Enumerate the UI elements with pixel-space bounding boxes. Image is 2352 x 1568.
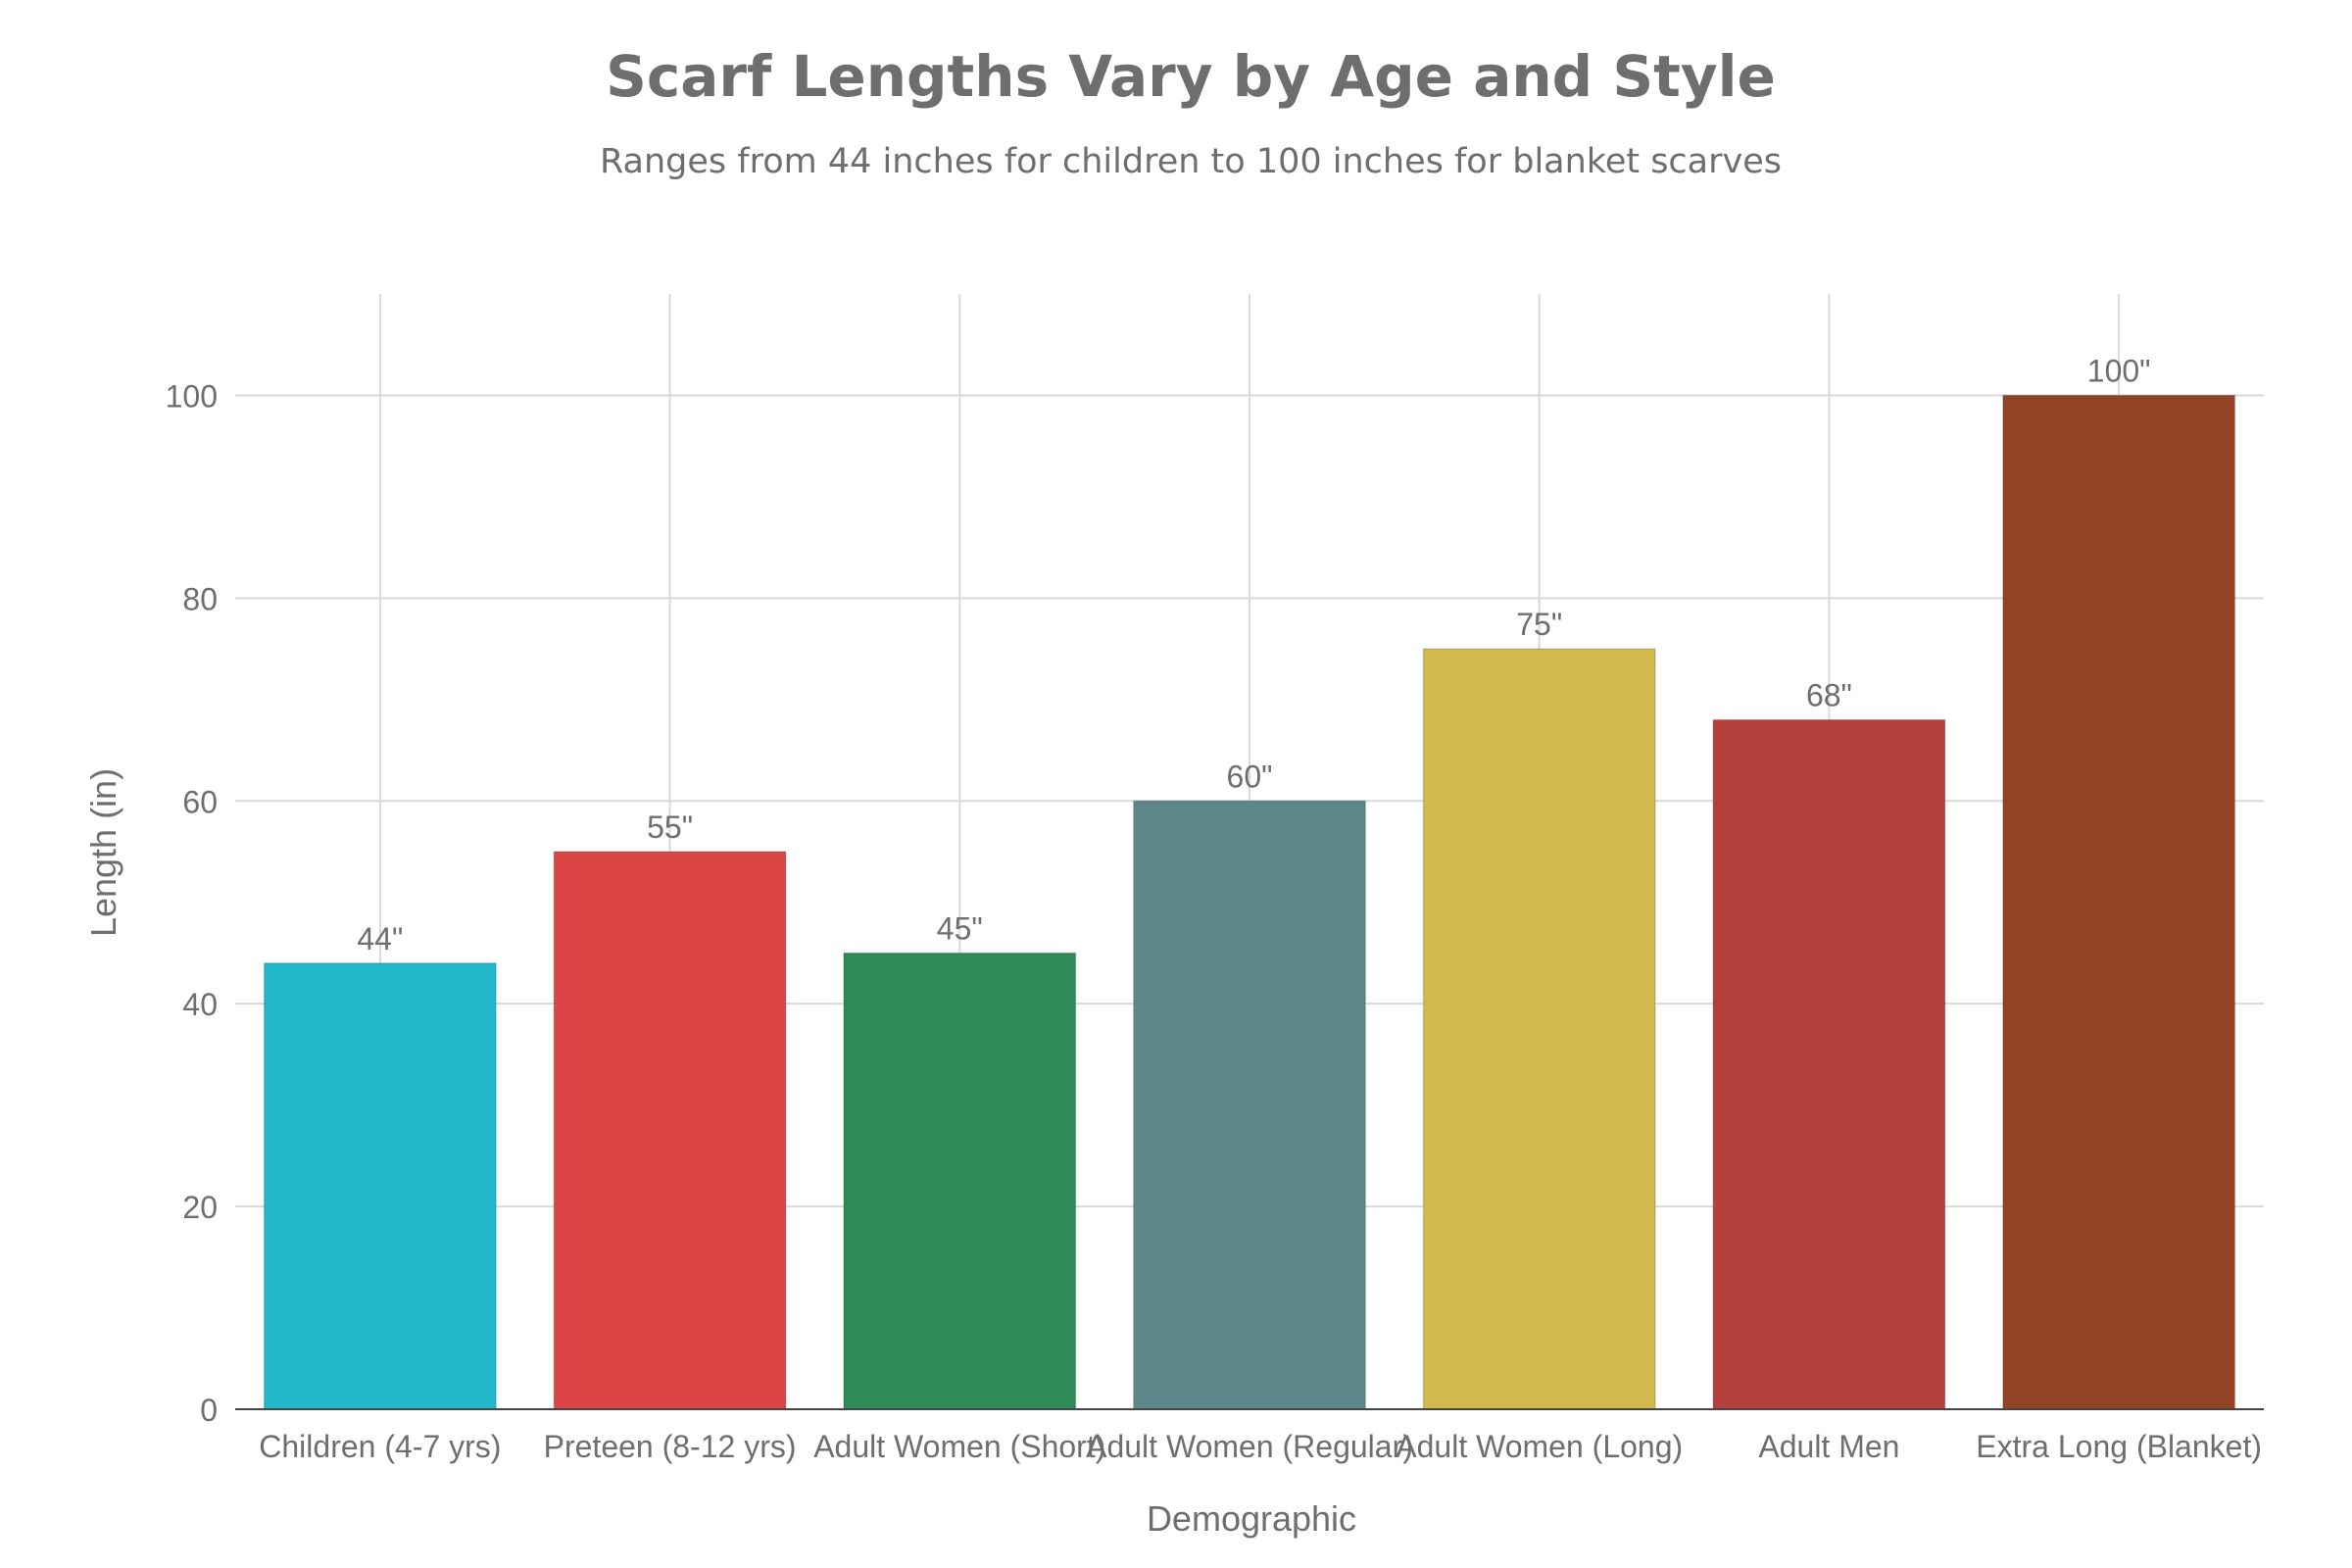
x-tick-label: Children (4-7 yrs): [259, 1429, 501, 1464]
x-tick-label: Adult Men: [1758, 1429, 1899, 1464]
bar: [1422, 648, 1656, 1410]
chart-subtitle: Ranges from 44 inches for children to 10…: [600, 142, 1782, 181]
x-tick-label: Extra Long (Blanket): [1976, 1429, 2262, 1464]
y-axis-ticks: 0 20 40 60 80 100: [166, 378, 218, 1428]
x-tick-label: Adult Women (Regular): [1086, 1429, 1413, 1464]
y-tick-label: 80: [182, 581, 218, 616]
bar: [843, 952, 1077, 1410]
bar-value-label: 60": [1227, 759, 1273, 794]
bar-value-label: 68": [1806, 678, 1852, 713]
bars: [263, 394, 2236, 1410]
y-tick-label: 20: [182, 1190, 218, 1225]
x-axis-ticks: Children (4-7 yrs) Preteen (8-12 yrs) Adul…: [259, 1429, 2262, 1464]
y-tick-label: 60: [182, 784, 218, 819]
bar: [1712, 718, 1946, 1410]
x-tick-label: Adult Women (Short): [813, 1429, 1105, 1464]
bar-value-label: 100": [2087, 353, 2151, 388]
y-tick-label: 40: [182, 987, 218, 1022]
x-axis-title: Demographic: [1147, 1498, 1356, 1539]
y-tick-label: 100: [166, 378, 218, 414]
bar-value-label: 75": [1516, 607, 1562, 642]
bar-value-label: 45": [937, 910, 983, 946]
bar: [2002, 394, 2236, 1410]
bar-value-label: 55": [647, 809, 693, 845]
y-axis-title: Length (in): [83, 768, 123, 937]
x-tick-label: Preteen (8-12 yrs): [544, 1429, 797, 1464]
bar: [1132, 800, 1367, 1410]
chart-title: Scarf Lengths Vary by Age and Style: [606, 43, 1776, 110]
bar-value-label: 44": [357, 921, 403, 956]
bar: [553, 851, 787, 1410]
y-tick-label: 0: [200, 1393, 218, 1428]
data-labels: 44" 55" 45" 60" 75" 68" 100": [357, 353, 2150, 956]
x-tick-label: Adult Women (Long): [1396, 1429, 1683, 1464]
bar: [263, 962, 497, 1410]
